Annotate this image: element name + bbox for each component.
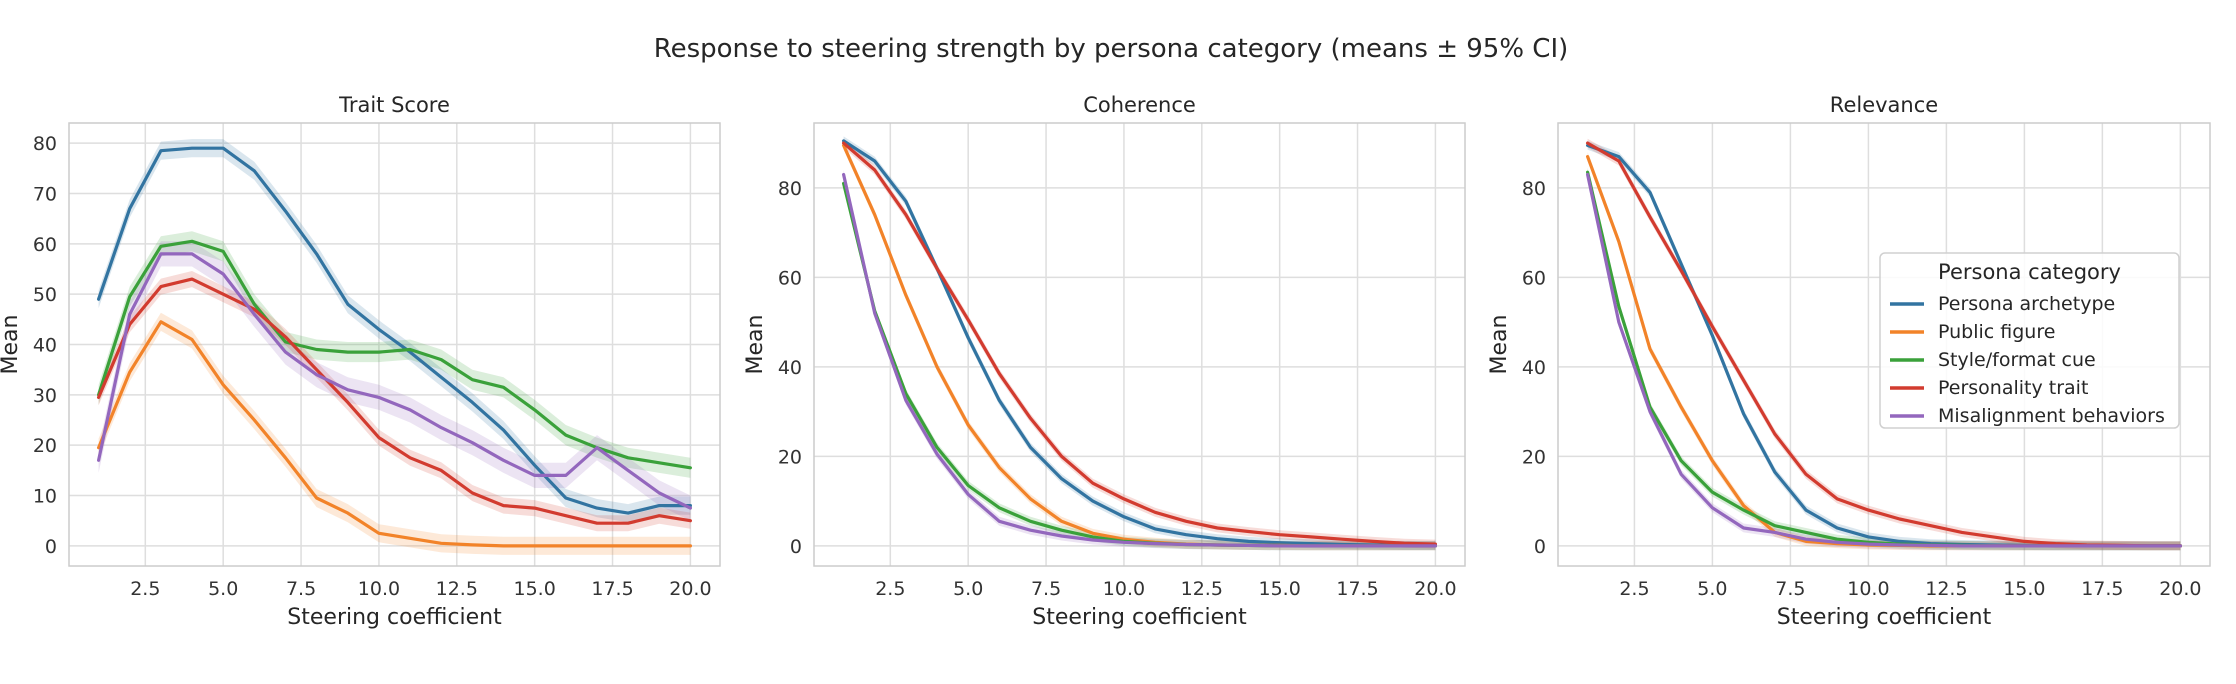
y-tick-label: 10 xyxy=(33,486,57,508)
legend-label: Misalignment behaviors xyxy=(1938,405,2165,427)
x-tick-label: 7.5 xyxy=(1031,578,1061,600)
legend-frame xyxy=(1879,252,2180,429)
axes-frame xyxy=(68,122,721,567)
x-tick-label: 10.0 xyxy=(1103,578,1145,600)
series-line-style-format-cue xyxy=(96,239,693,470)
x-tick-label: 7.5 xyxy=(1775,578,1805,600)
panel-coherence: 2.5 5.0 7.5 10.0 12.5 15.0 17.5 20.0 0 20 40 60 80 Co… xyxy=(743,93,1466,630)
x-tick-label: 5.0 xyxy=(1697,578,1727,600)
y-tick-label: 80 xyxy=(1522,178,1546,200)
y-axis-label: Mean xyxy=(743,315,768,375)
x-tick-label: 20.0 xyxy=(1414,578,1456,600)
y-tick-label: 60 xyxy=(33,234,57,256)
axes-frame xyxy=(1557,122,2211,567)
y-tick-label: 40 xyxy=(1522,357,1546,379)
x-axis-label: Steering coefficient xyxy=(1032,605,1247,630)
x-axis-label: Steering coefficient xyxy=(287,605,502,630)
x-tick-label: 12.5 xyxy=(436,578,478,600)
x-tick-label: 5.0 xyxy=(208,578,238,600)
legend-label: Persona archetype xyxy=(1938,293,2115,315)
panel-title: Coherence xyxy=(1083,93,1196,117)
ci-band-misalignment-behaviors xyxy=(98,241,691,521)
y-tick-label: 0 xyxy=(1534,536,1546,558)
x-tick-label: 20.0 xyxy=(669,578,711,600)
y-axis-label: Mean xyxy=(0,315,23,375)
y-tick-label: 70 xyxy=(33,183,57,205)
ci-band-personality-trait xyxy=(98,271,691,532)
series-line-personality-trait xyxy=(96,277,693,525)
series-line-public-figure xyxy=(96,320,693,548)
y-tick-label: 40 xyxy=(33,335,57,357)
y-tick-label: 80 xyxy=(33,133,57,155)
legend-label: Public figure xyxy=(1938,321,2055,343)
legend-entry-style-format-cue: Style/format cue xyxy=(1890,349,2096,371)
y-tick-label: 20 xyxy=(33,435,57,457)
x-tick-label: 10.0 xyxy=(1847,578,1889,600)
series-line-misalignment-behaviors xyxy=(96,252,693,510)
legend-entry-personality-trait: Personality trait xyxy=(1890,377,2088,399)
legend-entry-persona-archetype: Persona archetype xyxy=(1890,293,2115,315)
series-line-misalignment-behaviors xyxy=(841,172,1438,548)
x-tick-label: 2.5 xyxy=(1619,578,1649,600)
x-tick-label: 20.0 xyxy=(2159,578,2201,600)
panel-trait-score: 2.5 5.0 7.5 10.0 12.5 15.0 17.5 20.0 0 10 20 30 40 50… xyxy=(0,93,721,630)
y-tick-label: 40 xyxy=(778,357,802,379)
x-tick-label: 2.5 xyxy=(875,578,905,600)
legend-title: Persona category xyxy=(1938,260,2121,284)
x-tick-label: 17.5 xyxy=(1336,578,1378,600)
x-tick-label: 2.5 xyxy=(130,578,160,600)
x-tick-label: 10.0 xyxy=(358,578,400,600)
y-tick-label: 60 xyxy=(778,267,802,289)
legend: Persona category Persona archetype Public … xyxy=(1879,252,2180,429)
x-axis-label: Steering coefficient xyxy=(1777,605,1992,630)
y-tick-label: 80 xyxy=(778,178,802,200)
series-line-personality-trait xyxy=(841,141,1438,546)
legend-entry-misalignment-behaviors: Misalignment behaviors xyxy=(1890,405,2165,427)
x-tick-label: 15.0 xyxy=(514,578,556,600)
legend-label: Personality trait xyxy=(1938,377,2088,399)
legend-label: Style/format cue xyxy=(1938,349,2096,371)
y-tick-label: 20 xyxy=(778,446,802,468)
panel-title: Relevance xyxy=(1830,93,1938,117)
legend-entry-public-figure: Public figure xyxy=(1890,321,2055,343)
x-tick-label: 15.0 xyxy=(1259,578,1301,600)
x-tick-label: 12.5 xyxy=(1925,578,1967,600)
series-line-misalignment-behaviors xyxy=(1585,172,2182,548)
y-tick-label: 60 xyxy=(1522,267,1546,289)
y-tick-label: 0 xyxy=(45,536,57,558)
y-tick-label: 20 xyxy=(1522,446,1546,468)
figure-title: Response to steering strength by persona… xyxy=(654,34,1569,64)
y-axis-label: Mean xyxy=(1487,315,1512,375)
x-tick-label: 15.0 xyxy=(2003,578,2045,600)
x-tick-label: 7.5 xyxy=(286,578,316,600)
panel-title: Trait Score xyxy=(338,93,450,117)
y-tick-label: 50 xyxy=(33,284,57,306)
x-tick-label: 17.5 xyxy=(2081,578,2123,600)
x-tick-label: 12.5 xyxy=(1181,578,1223,600)
series-line-persona-archetype xyxy=(96,146,693,515)
y-tick-label: 30 xyxy=(33,385,57,407)
x-tick-label: 5.0 xyxy=(953,578,983,600)
panels: 2.5 5.0 7.5 10.0 12.5 15.0 17.5 20.0 0 10 20 30 40 50… xyxy=(0,93,2211,630)
y-tick-label: 0 xyxy=(790,536,802,558)
axes-frame xyxy=(813,122,1466,567)
x-tick-label: 17.5 xyxy=(591,578,633,600)
